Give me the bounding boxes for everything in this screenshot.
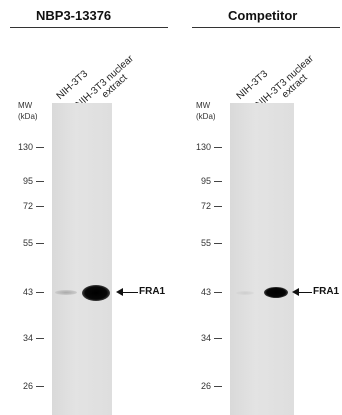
mw-header-line: MW	[18, 101, 33, 110]
mw-marker-label: 130	[195, 142, 211, 152]
mw-header-line: (kDa)	[196, 112, 216, 121]
target-label: FRA1	[139, 286, 166, 297]
panel-title: NBP3-13376	[36, 8, 112, 23]
band-lane2	[264, 287, 288, 298]
mw-marker-label: 72	[200, 201, 211, 211]
mw-header: MW (kDa)	[18, 100, 38, 122]
band-lane2	[82, 285, 110, 301]
mw-tick	[214, 181, 222, 182]
blot-panel-competitor: Competitor NIH-3T3 NIH-3T3 nuclear extra…	[172, 0, 342, 415]
mw-tick	[36, 292, 44, 293]
mw-marker-label: 72	[22, 201, 33, 211]
mw-header: MW (kDa)	[196, 100, 216, 122]
mw-marker-label: 130	[17, 142, 33, 152]
mw-header-line: (kDa)	[18, 112, 38, 121]
blot-membrane	[52, 103, 112, 415]
mw-marker-label: 55	[200, 238, 211, 248]
mw-marker-label: 43	[200, 287, 211, 297]
mw-marker-label: 55	[22, 238, 33, 248]
mw-tick	[36, 147, 44, 148]
band-lane1	[236, 291, 254, 295]
mw-tick	[36, 338, 44, 339]
mw-header-line: MW	[196, 101, 211, 110]
mw-marker-label: 95	[200, 176, 211, 186]
mw-marker-label: 26	[200, 381, 211, 391]
blot-membrane	[230, 103, 294, 415]
mw-tick	[36, 243, 44, 244]
mw-tick	[214, 386, 222, 387]
mw-marker-label: 34	[22, 333, 33, 343]
mw-tick	[214, 292, 222, 293]
band-lane1	[55, 290, 77, 295]
mw-tick	[36, 206, 44, 207]
blot-panel-primary: NBP3-13376 NIH-3T3 NIH-3T3 nuclear extra…	[0, 0, 170, 415]
title-underline	[10, 27, 168, 28]
target-label: FRA1	[313, 286, 340, 297]
panel-title: Competitor	[228, 8, 298, 23]
arrow-shaft	[118, 292, 138, 293]
mw-marker-label: 95	[22, 176, 33, 186]
mw-tick	[214, 206, 222, 207]
mw-marker-label: 34	[200, 333, 211, 343]
mw-tick	[36, 386, 44, 387]
mw-marker-label: 26	[22, 381, 33, 391]
mw-tick	[36, 181, 44, 182]
mw-marker-label: 43	[22, 287, 33, 297]
title-underline	[192, 27, 340, 28]
mw-tick	[214, 243, 222, 244]
arrow-shaft	[294, 292, 312, 293]
mw-tick	[214, 147, 222, 148]
mw-tick	[214, 338, 222, 339]
